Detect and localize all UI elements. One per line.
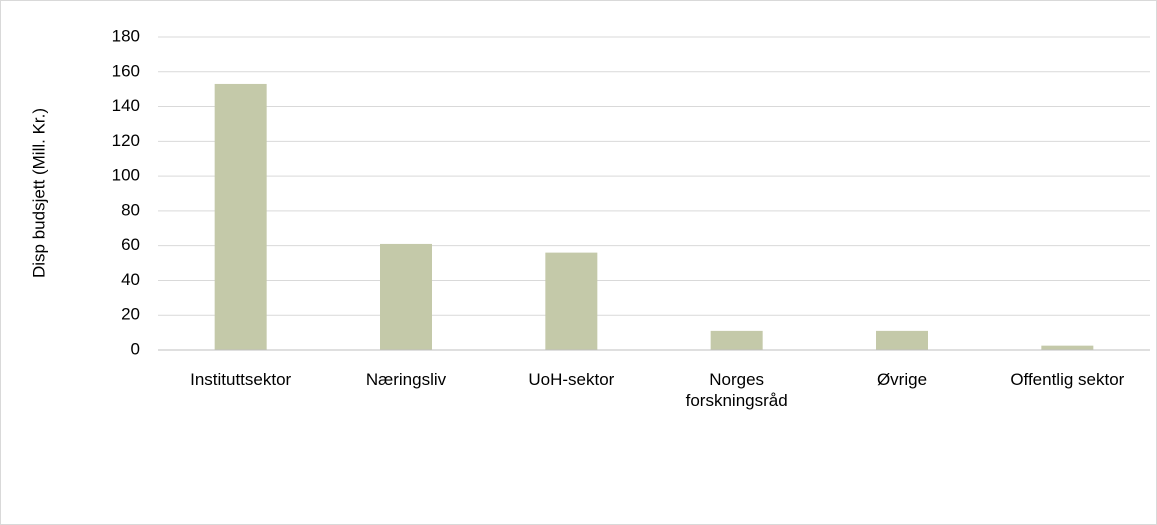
y-tick-label: 180 [112,26,140,45]
x-tick-label: UoH-sektor [528,370,615,389]
y-tick-label: 20 [121,305,140,324]
bar [545,252,598,350]
bar [710,330,763,350]
y-tick-label: 80 [121,200,140,219]
bar [1041,345,1094,350]
y-axis-title: Disp budsjett (Mill. Kr.) [29,108,48,278]
bar [380,243,432,350]
y-tick-label: 160 [112,61,140,80]
bar [214,83,267,350]
x-tick-label: Instituttsektor [190,370,292,389]
y-tick-label: 120 [112,131,140,150]
y-tick-label: 100 [112,166,140,185]
x-tick-label: Offentlig sektor [1010,370,1125,389]
y-tick-label: 140 [112,96,140,115]
y-tick-label: 60 [121,235,140,254]
y-tick-label: 40 [121,270,140,289]
y-tick-label: 0 [131,339,140,358]
x-tick-label: Øvrige [876,370,928,389]
x-tick-label: Næringsliv [365,370,447,389]
x-tick-label: Norges forskningsråd [685,370,788,410]
bar [876,330,928,350]
